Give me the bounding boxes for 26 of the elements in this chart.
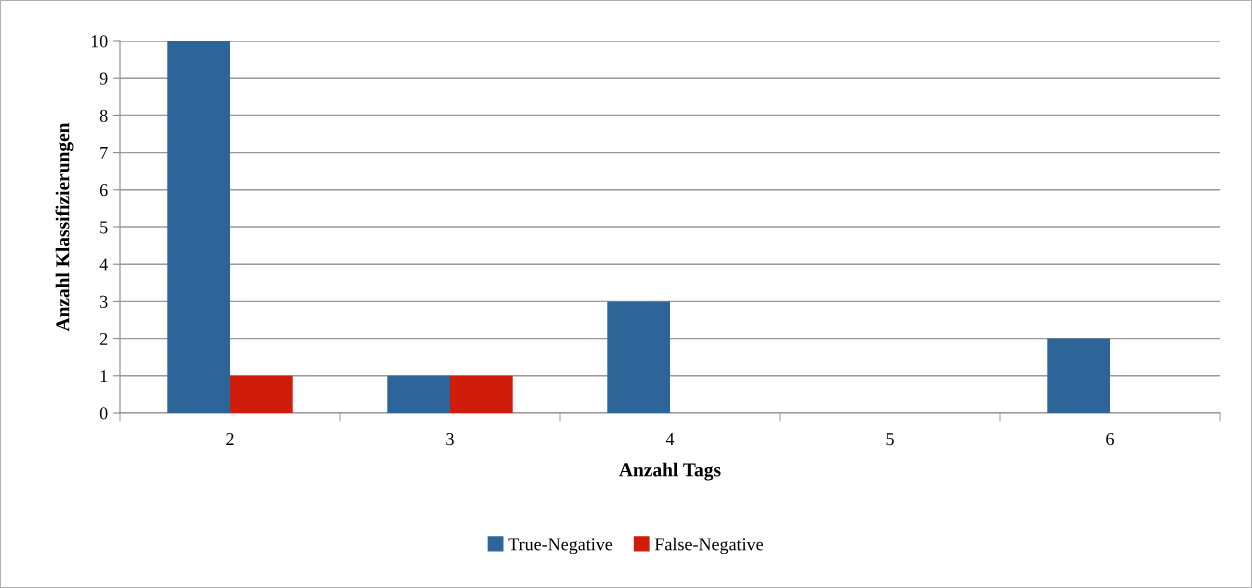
y-tick-label: 2 [99, 332, 108, 345]
x-axis-title: Anzahl Tags [619, 462, 721, 481]
y-tick-label: 0 [99, 407, 108, 420]
bar [1047, 338, 1110, 413]
y-tick-label: 7 [100, 147, 108, 159]
x-tick-label: 3 [446, 433, 454, 446]
y-tick-label: 1 [100, 370, 108, 383]
y-tick-label: 4 [99, 258, 108, 271]
y-axis-title: Anzahl Klassifizierungen [55, 122, 74, 332]
bar [167, 41, 230, 413]
bar [450, 375, 513, 413]
x-tick-label: 6 [1106, 433, 1114, 446]
x-tick-label: 5 [886, 433, 894, 446]
y-tick-label: 3 [100, 295, 108, 308]
x-tick-label: 2 [226, 433, 234, 445]
y-tick-label: 10 [91, 35, 108, 48]
y-tick-label: 9 [99, 72, 108, 85]
legend-label: False-Negative [654, 537, 764, 555]
y-tick-label: 8 [99, 109, 108, 122]
legend-label: True-Negative [508, 538, 613, 555]
bar [607, 301, 670, 413]
y-tick-label: 5 [100, 221, 108, 234]
y-tick-label: 6 [99, 184, 108, 197]
bar [230, 375, 293, 413]
x-tick-label: 4 [665, 433, 675, 445]
bar [387, 375, 450, 413]
